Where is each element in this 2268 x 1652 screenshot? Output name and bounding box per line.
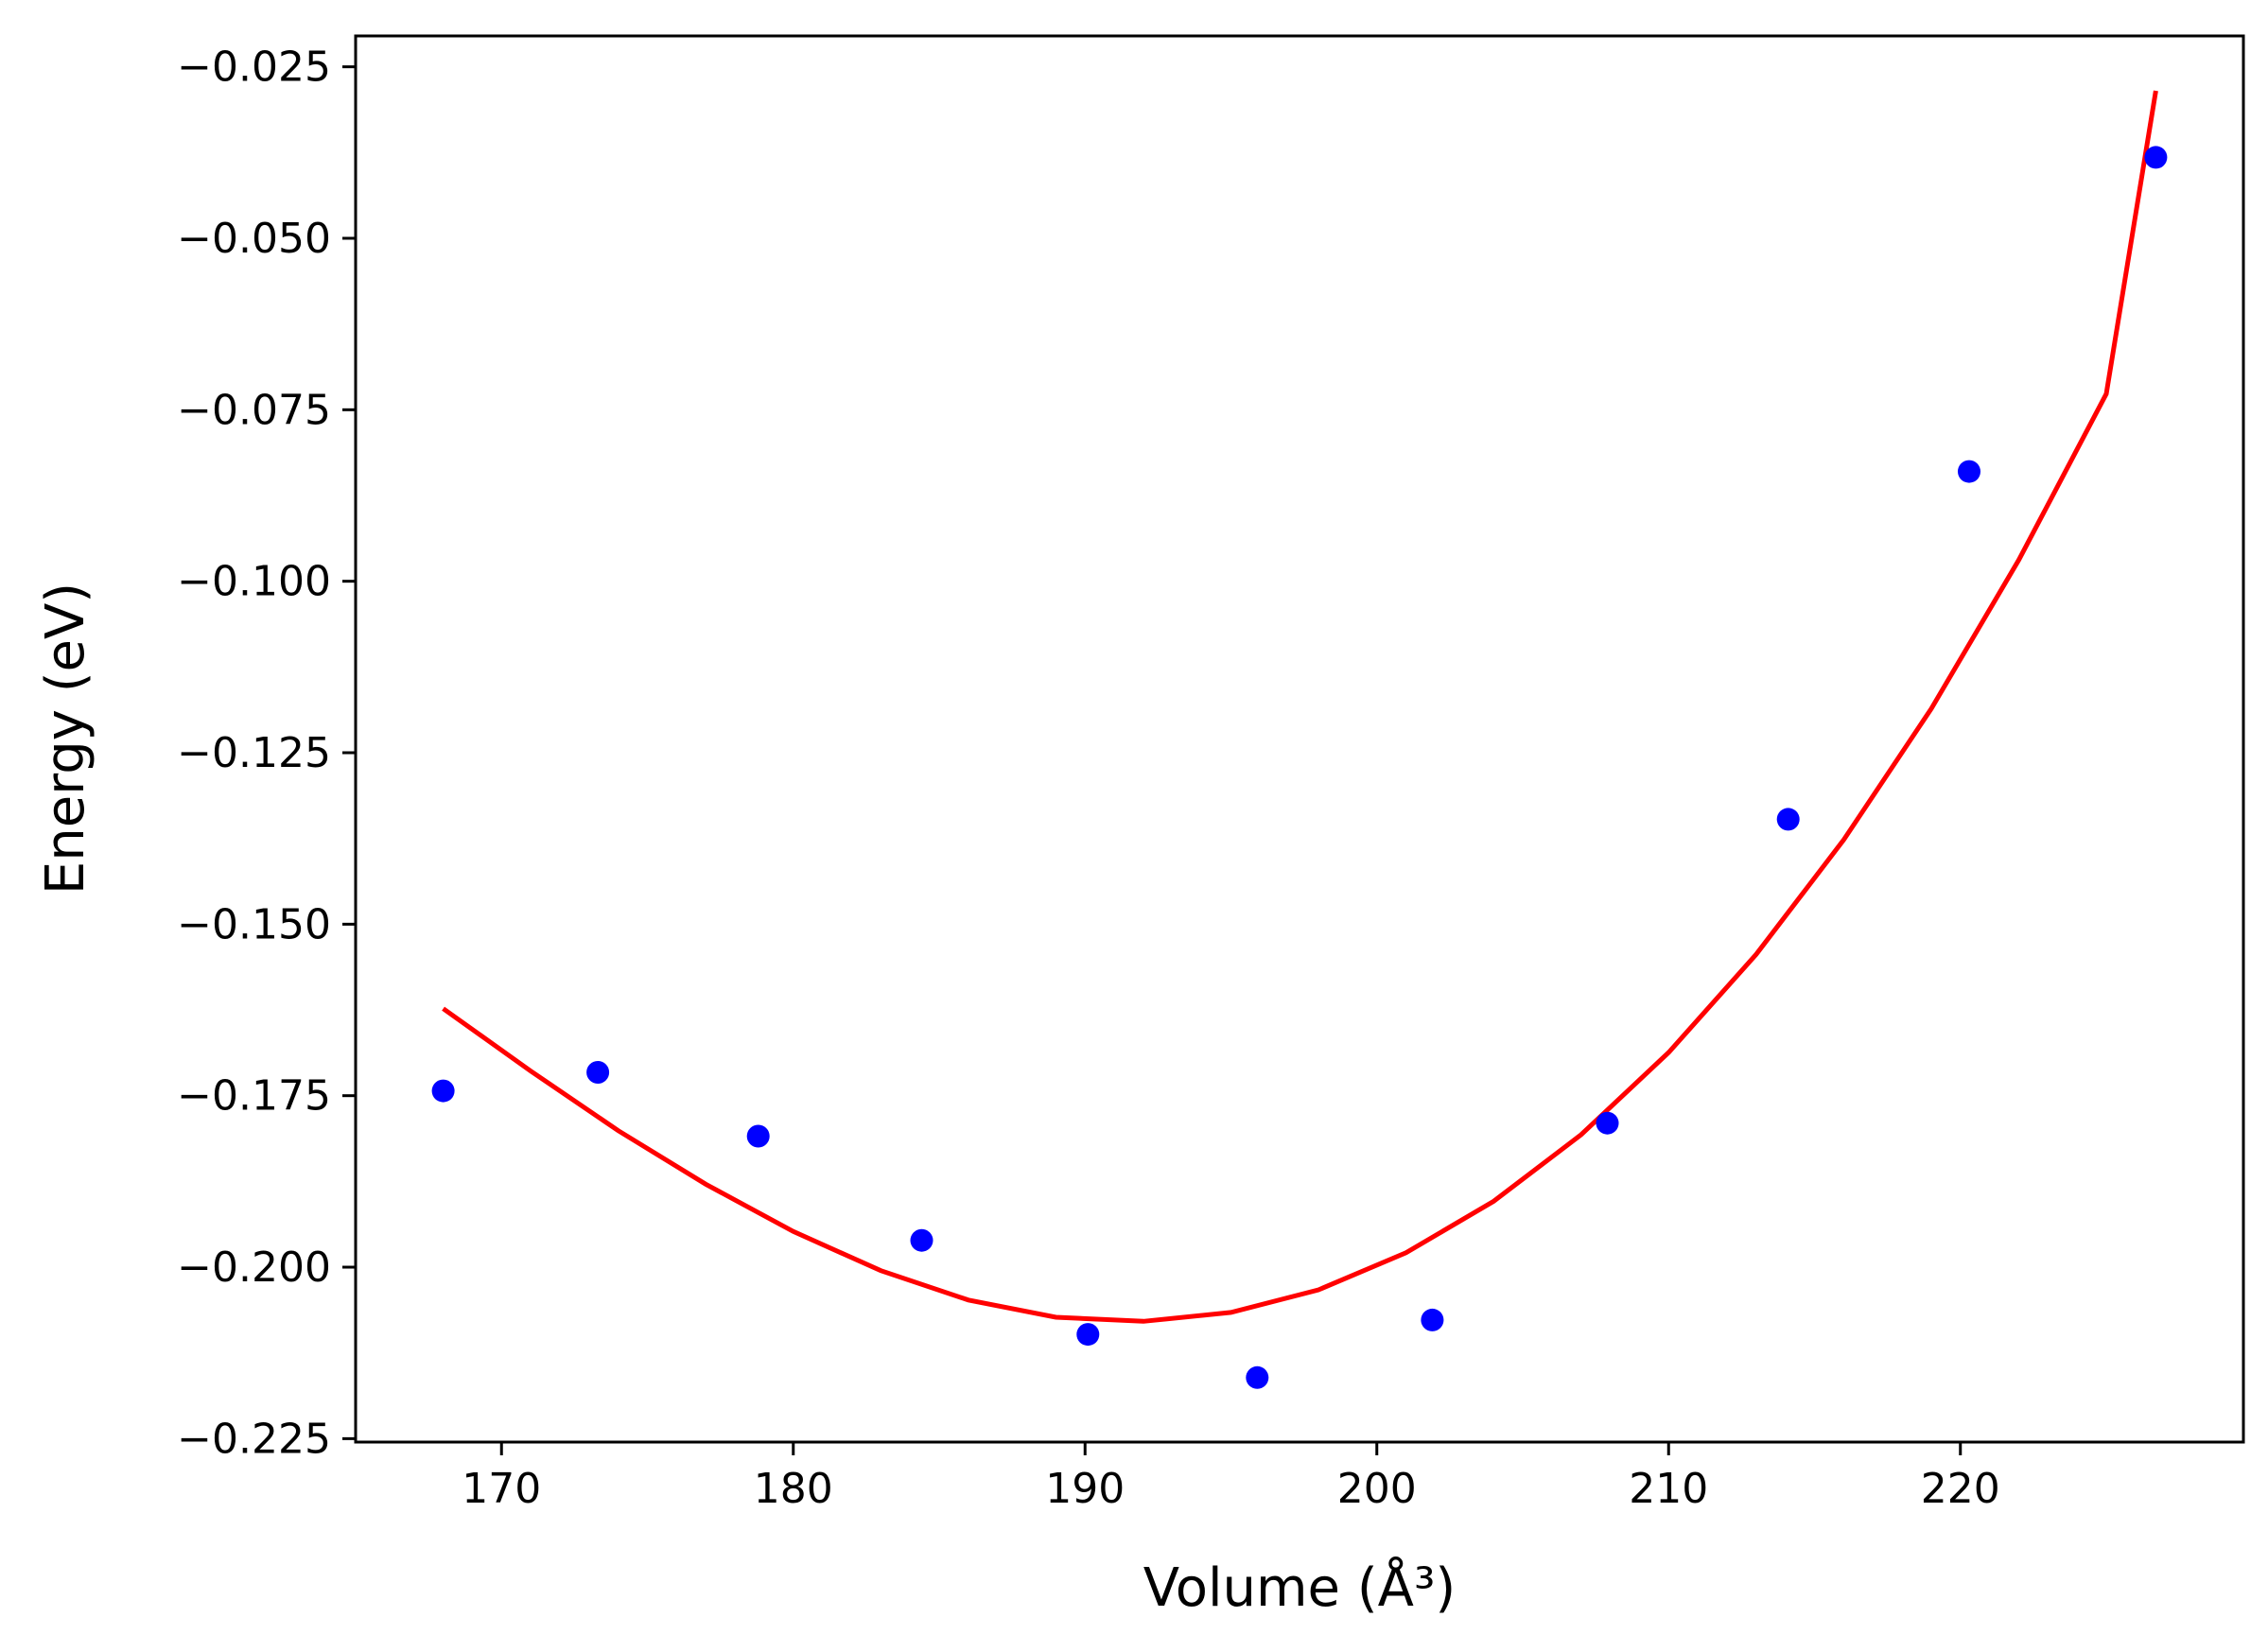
- x-tick-label: 190: [1045, 1465, 1125, 1513]
- x-tick-label: 220: [1921, 1465, 2000, 1513]
- data-points: [431, 146, 2168, 1389]
- x-tick-label: 200: [1337, 1465, 1417, 1513]
- y-tick-label: −0.225: [177, 1415, 331, 1463]
- y-tick-label: −0.050: [177, 215, 331, 263]
- fit-curve: [442, 90, 2158, 1324]
- data-point: [1596, 1111, 1619, 1135]
- x-tick-label: 170: [462, 1465, 541, 1513]
- x-tick-label: 210: [1629, 1465, 1708, 1513]
- x-axis-label: Volume (Å³): [1143, 1556, 1457, 1619]
- y-axis-label: Energy (eV): [35, 583, 96, 895]
- data-point: [1421, 1308, 1444, 1331]
- data-point: [586, 1061, 610, 1084]
- y-tick-label: −0.100: [177, 558, 331, 606]
- y-tick-label: −0.200: [177, 1243, 331, 1292]
- y-tick-label: −0.125: [177, 729, 331, 777]
- y-tick-label: −0.025: [177, 43, 331, 92]
- y-tick-label: −0.175: [177, 1072, 331, 1121]
- y-tick-label: −0.075: [177, 386, 331, 434]
- y-axis-ticks: −0.225 −0.200 −0.175 −0.150 −0.125 −0.100 −0.0…: [177, 43, 356, 1463]
- x-axis-ticks: 170 180 190 200 210 220: [462, 1442, 2000, 1513]
- data-point: [910, 1228, 933, 1252]
- data-point: [1246, 1365, 1269, 1389]
- data-point: [431, 1079, 455, 1103]
- plot-area: [356, 36, 2243, 1442]
- x-tick-label: 180: [754, 1465, 833, 1513]
- data-point: [1776, 808, 1800, 831]
- data-point: [1076, 1323, 1100, 1347]
- y-tick-label: −0.150: [177, 900, 331, 948]
- plot-frame: [354, 34, 2245, 1444]
- data-point: [2144, 146, 2168, 169]
- data-point: [1958, 460, 1980, 483]
- data-point: [746, 1124, 770, 1148]
